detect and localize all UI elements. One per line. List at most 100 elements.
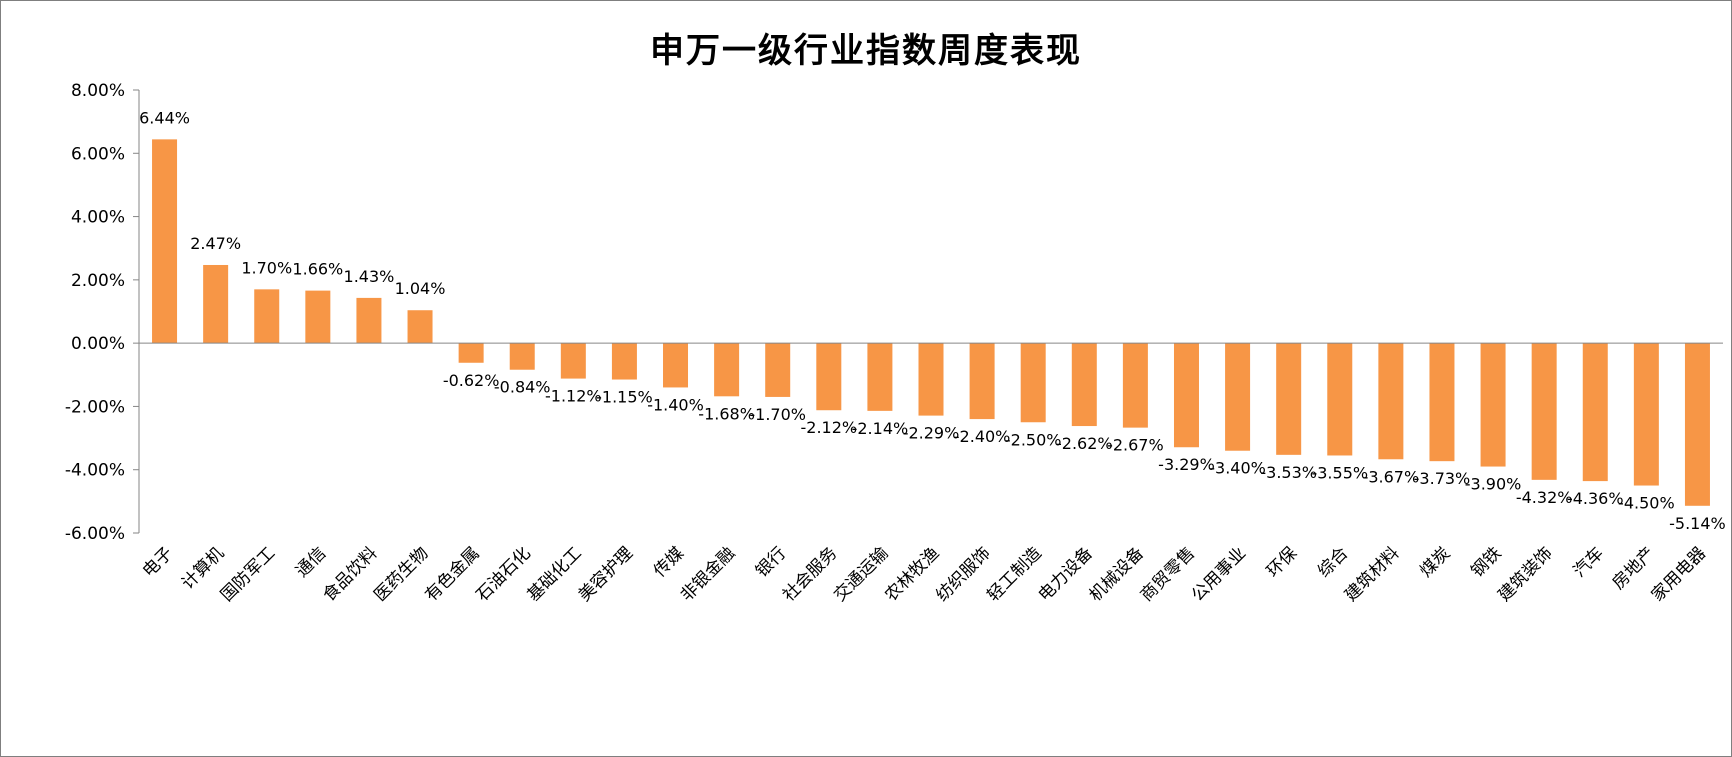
y-tick-label: 2.00% bbox=[71, 271, 125, 291]
bar-17 bbox=[969, 343, 995, 420]
data-label-4: 1.66% bbox=[292, 260, 343, 279]
bar-21 bbox=[1173, 343, 1199, 448]
y-tick-label: -2.00% bbox=[65, 397, 125, 417]
bar-1 bbox=[152, 139, 178, 344]
bar-26 bbox=[1429, 343, 1455, 462]
data-label-28: -4.32% bbox=[1516, 488, 1573, 507]
bar-14 bbox=[816, 343, 842, 411]
category-label-10: 美容护理 bbox=[575, 543, 637, 605]
bar-29 bbox=[1582, 343, 1608, 482]
y-tick-label: 8.00% bbox=[71, 81, 125, 101]
data-label-2: 2.47% bbox=[190, 234, 241, 253]
bar-15 bbox=[867, 343, 893, 411]
category-label-23: 环保 bbox=[1263, 543, 1301, 581]
bar-18 bbox=[1020, 343, 1046, 423]
category-label-7: 有色金属 bbox=[421, 543, 483, 605]
category-label-18: 轻工制造 bbox=[984, 543, 1046, 605]
bar-8 bbox=[509, 343, 535, 370]
data-label-7: -0.62% bbox=[443, 371, 500, 390]
bar-20 bbox=[1122, 343, 1148, 428]
bar-10 bbox=[611, 343, 637, 380]
data-label-13: -1.70% bbox=[749, 405, 806, 424]
category-label-11: 传媒 bbox=[650, 543, 688, 581]
bar-13 bbox=[765, 343, 791, 397]
category-label-15: 交通运输 bbox=[830, 543, 892, 605]
data-label-12: -1.68% bbox=[698, 404, 755, 423]
category-label-1: 电子 bbox=[139, 543, 177, 581]
data-label-22: -3.40% bbox=[1209, 459, 1266, 478]
data-label-23: -3.53% bbox=[1260, 463, 1317, 482]
data-label-27: -3.90% bbox=[1465, 475, 1522, 494]
category-label-27: 钢铁 bbox=[1467, 543, 1505, 581]
data-label-18: -2.50% bbox=[1005, 430, 1062, 449]
data-label-24: -3.55% bbox=[1311, 463, 1368, 482]
category-label-31: 家用电器 bbox=[1648, 543, 1710, 605]
bar-3 bbox=[254, 289, 280, 344]
category-label-20: 机械设备 bbox=[1086, 543, 1148, 605]
y-tick-label: -4.00% bbox=[65, 461, 125, 481]
category-label-9: 基础化工 bbox=[524, 543, 586, 605]
category-label-3: 国防军工 bbox=[217, 543, 279, 605]
data-label-9: -1.12% bbox=[545, 387, 602, 406]
category-label-29: 汽车 bbox=[1570, 543, 1608, 581]
y-tick-label: 4.00% bbox=[71, 208, 125, 228]
category-label-26: 煤炭 bbox=[1416, 543, 1454, 581]
data-label-29: -4.36% bbox=[1567, 489, 1624, 508]
category-label-28: 建筑装饰 bbox=[1494, 543, 1556, 605]
bar-6 bbox=[407, 310, 433, 344]
data-label-14: -2.12% bbox=[801, 418, 858, 437]
category-label-21: 商贸零售 bbox=[1137, 543, 1199, 605]
category-label-5: 食品饮料 bbox=[319, 543, 381, 605]
data-label-31: -5.14% bbox=[1669, 514, 1726, 533]
bar-31 bbox=[1684, 343, 1710, 506]
category-label-22: 公用事业 bbox=[1188, 543, 1250, 605]
category-label-13: 银行 bbox=[752, 543, 790, 581]
data-label-20: -2.67% bbox=[1107, 436, 1164, 455]
category-label-24: 综合 bbox=[1314, 543, 1352, 581]
category-label-8: 石油石化 bbox=[473, 543, 535, 605]
data-label-26: -3.73% bbox=[1414, 469, 1471, 488]
data-label-19: -2.62% bbox=[1056, 434, 1113, 453]
bar-30 bbox=[1633, 343, 1659, 486]
data-label-17: -2.40% bbox=[954, 427, 1011, 446]
category-label-12: 非银金融 bbox=[677, 543, 739, 605]
bar-25 bbox=[1378, 343, 1404, 460]
y-tick-label: -6.00% bbox=[65, 524, 125, 544]
y-tick-label: 6.00% bbox=[71, 144, 125, 164]
bar-23 bbox=[1276, 343, 1302, 455]
category-label-6: 医药生物 bbox=[370, 543, 432, 605]
data-label-5: 1.43% bbox=[344, 267, 395, 286]
y-tick-label: 0.00% bbox=[71, 334, 125, 354]
category-label-2: 计算机 bbox=[178, 543, 228, 593]
bar-7 bbox=[458, 343, 484, 363]
data-label-16: -2.29% bbox=[903, 424, 960, 443]
data-label-10: -1.15% bbox=[596, 388, 653, 407]
category-label-30: 房地产 bbox=[1609, 543, 1659, 593]
bar-27 bbox=[1480, 343, 1506, 467]
category-label-4: 通信 bbox=[292, 543, 330, 581]
bar-5 bbox=[356, 297, 382, 344]
data-label-1: 6.44% bbox=[139, 108, 190, 127]
bar-9 bbox=[560, 343, 586, 379]
data-label-8: -0.84% bbox=[494, 378, 551, 397]
data-label-3: 1.70% bbox=[241, 258, 292, 277]
category-label-16: 农林牧渔 bbox=[881, 543, 943, 605]
data-label-11: -1.40% bbox=[647, 395, 704, 414]
bar-19 bbox=[1071, 343, 1097, 427]
bar-12 bbox=[714, 343, 740, 397]
bar-24 bbox=[1327, 343, 1353, 456]
category-label-17: 纺织服饰 bbox=[932, 543, 994, 605]
category-label-25: 建筑材料 bbox=[1341, 543, 1403, 605]
category-label-19: 电力设备 bbox=[1035, 543, 1097, 605]
bar-2 bbox=[203, 264, 229, 344]
data-label-15: -2.14% bbox=[852, 419, 909, 438]
bar-28 bbox=[1531, 343, 1557, 480]
category-label-14: 社会服务 bbox=[779, 543, 841, 605]
data-label-30: -4.50% bbox=[1618, 494, 1675, 513]
data-label-6: 1.04% bbox=[395, 279, 446, 298]
data-label-21: -3.29% bbox=[1158, 455, 1215, 474]
bar-16 bbox=[918, 343, 944, 416]
bar-22 bbox=[1225, 343, 1251, 451]
